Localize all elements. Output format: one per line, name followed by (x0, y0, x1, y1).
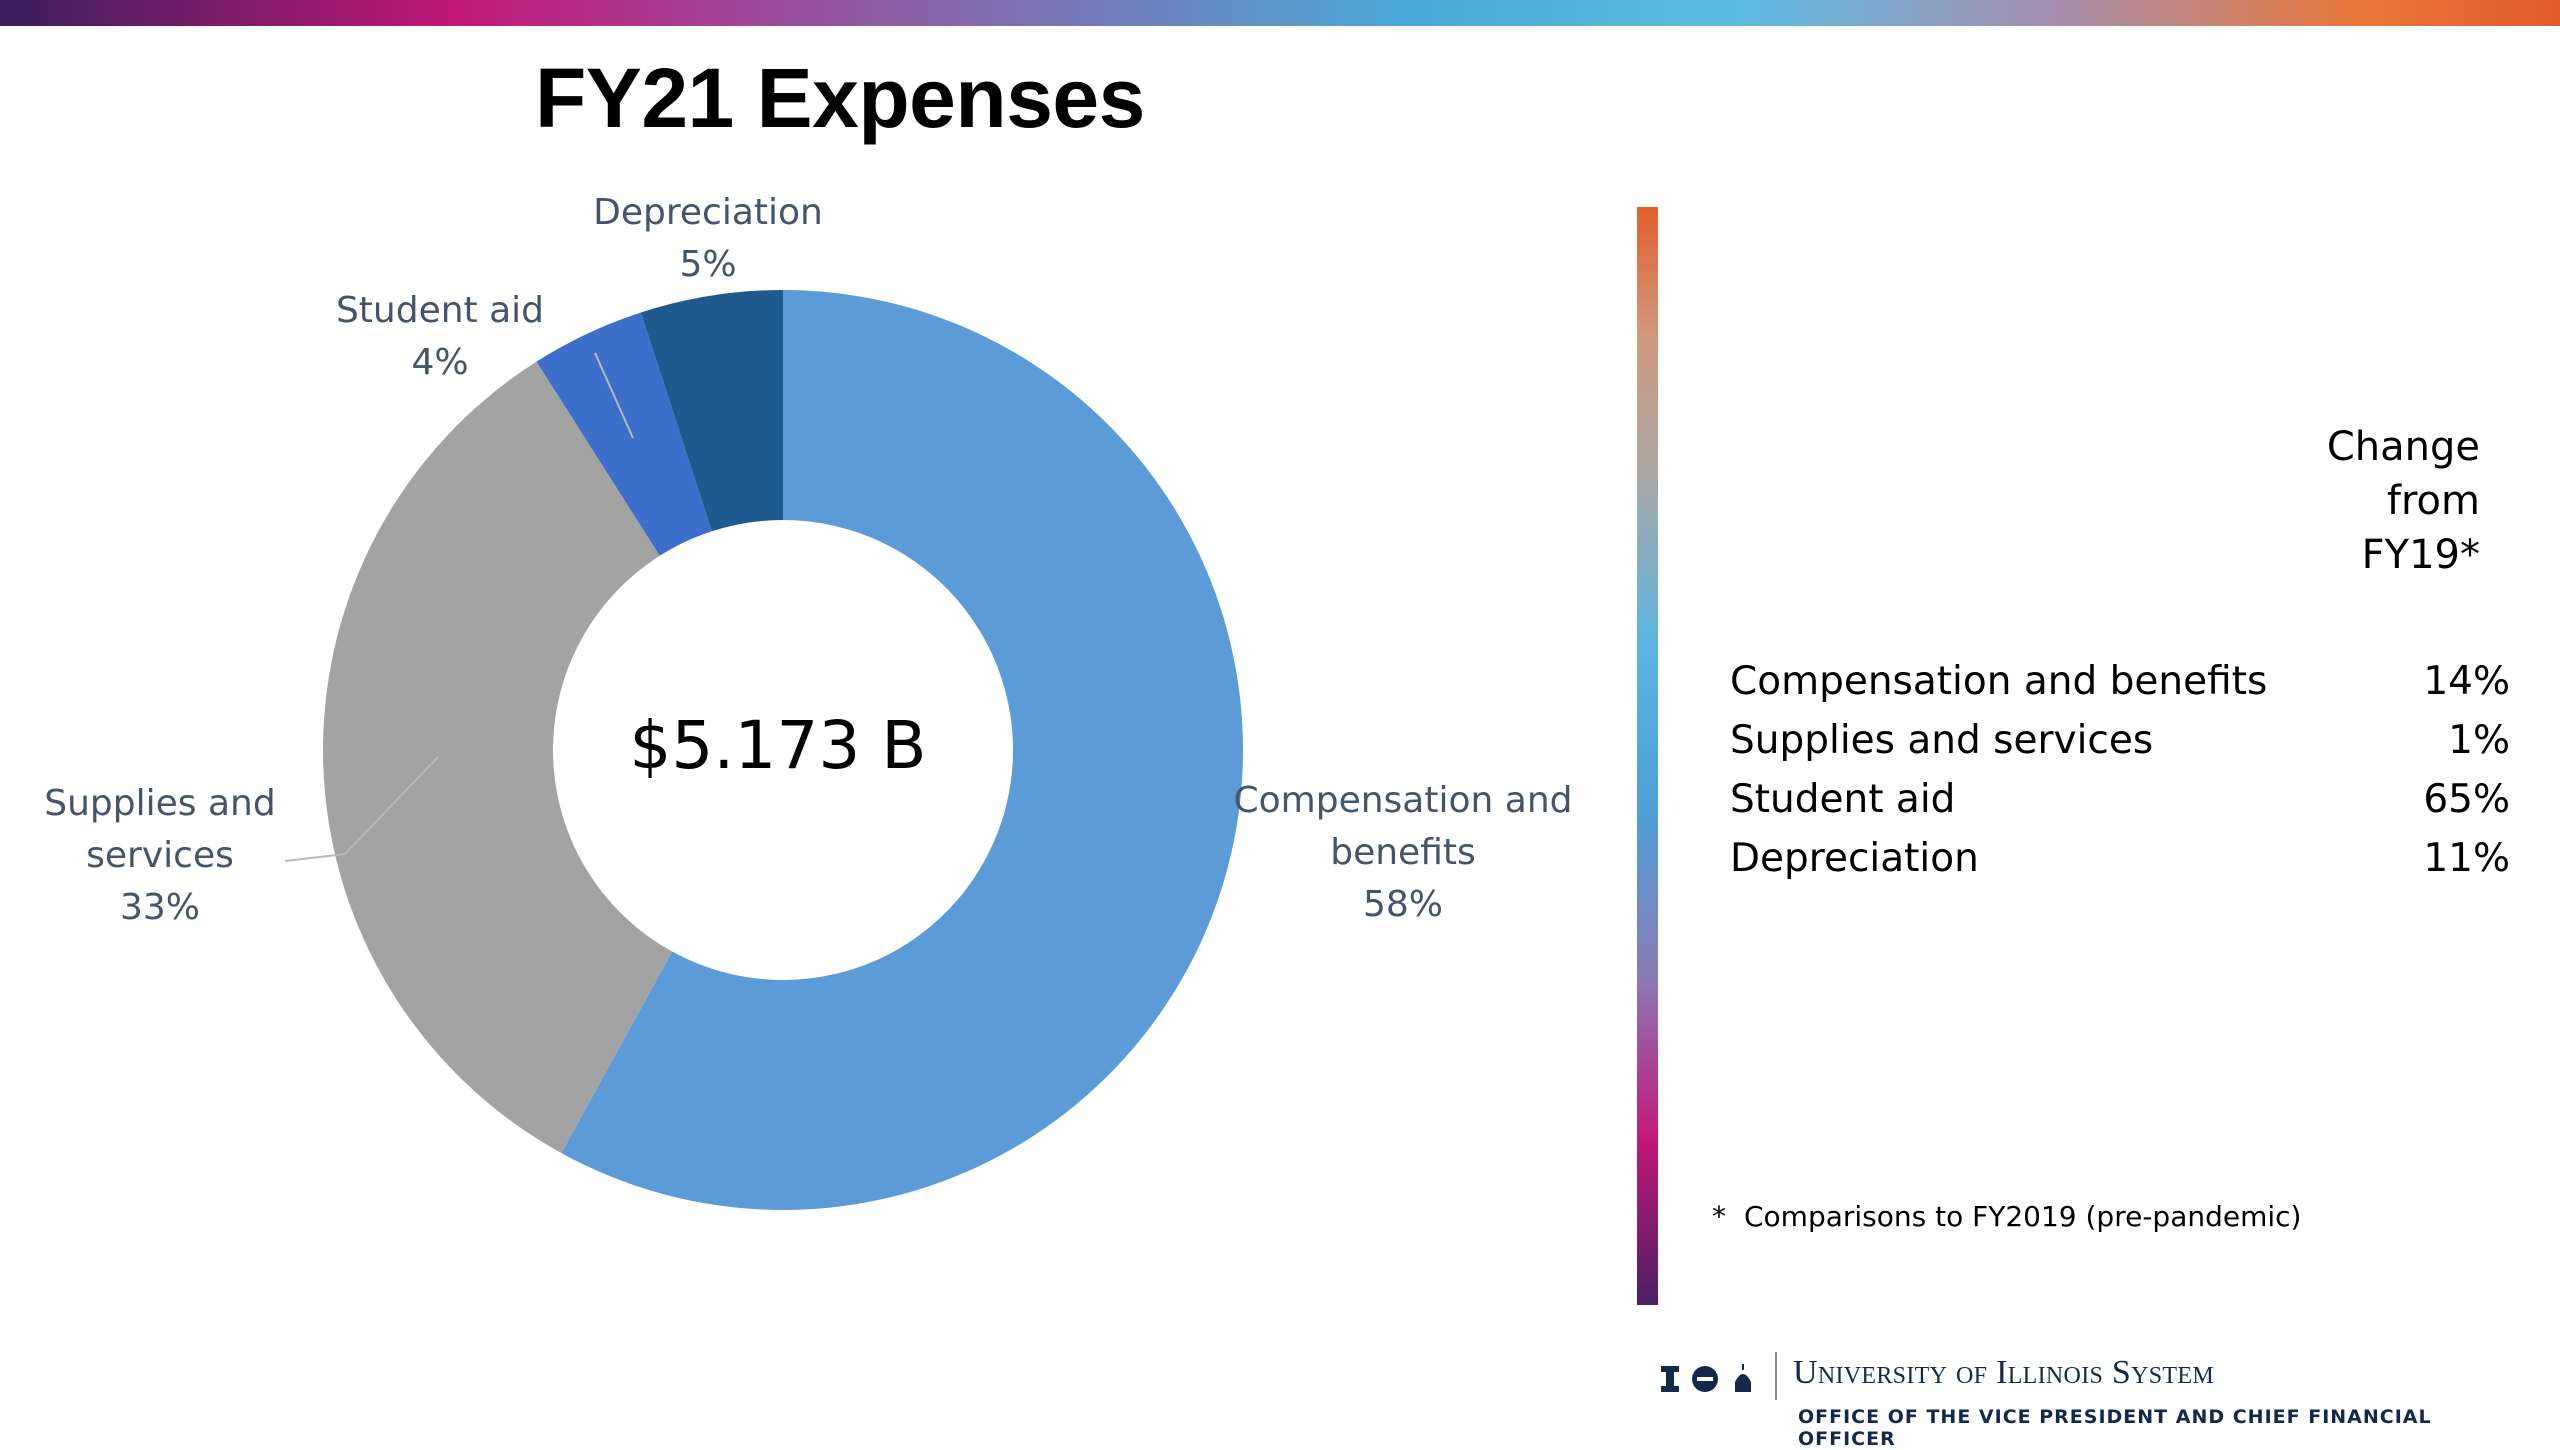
change-row-label: Compensation and benefits (1730, 659, 2268, 704)
uic-circle-icon (1692, 1366, 1718, 1392)
slice-category-label: Supplies and (44, 783, 275, 824)
slice-value-label: 4% (411, 342, 468, 383)
change-row-label: Supplies and services (1730, 718, 2154, 763)
office-name: OFFICE OF THE VICE PRESIDENT AND CHIEF F… (1798, 1406, 2432, 1450)
slice-value-label: 58% (1363, 884, 1443, 925)
slice-category-label: Depreciation (593, 192, 823, 233)
donut-center-label: $5.173 B (629, 707, 926, 784)
change-row-value: 11% (2423, 836, 2510, 881)
change-row: Student aid 65% (1730, 770, 2510, 829)
change-row-value: 65% (2423, 777, 2510, 822)
change-row-label: Depreciation (1730, 836, 1979, 881)
footnote-marker: * (1712, 1200, 1726, 1233)
university-logo: University of Illinois System OFFICE OF … (1655, 1352, 2535, 1450)
logo-divider (1775, 1352, 1777, 1400)
change-row-value: 1% (2448, 718, 2510, 763)
change-table: Compensation and benefits 14% Supplies a… (1730, 652, 2510, 888)
change-column-header: Change from FY19* (2326, 424, 2480, 578)
change-row: Compensation and benefits 14% (1730, 652, 2510, 711)
leader-line-student-aid (594, 352, 634, 439)
vertical-gradient-bar (1637, 207, 1658, 1305)
change-row: Depreciation 11% (1730, 829, 2510, 888)
slice-category-label: Student aid (336, 290, 544, 331)
top-gradient-band (0, 0, 2560, 26)
donut-slice-depreciation (640, 290, 783, 532)
donut-slice-supplies-and-services (323, 361, 673, 1154)
donut-slice-compensation-and-benefits (561, 290, 1243, 1210)
slice-value-label: 5% (679, 244, 736, 285)
slice-category-label: services (86, 835, 234, 876)
block-i-icon (1661, 1366, 1679, 1392)
change-row-label: Student aid (1730, 777, 1956, 822)
change-row: Supplies and services 1% (1730, 711, 2510, 770)
page-title: FY21 Expenses (535, 51, 1145, 145)
university-name: University of Illinois System (1793, 1354, 2214, 1391)
slice-category-label: Compensation and (1234, 780, 1573, 821)
footnote: * Comparisons to FY2019 (pre-pandemic) (1712, 1200, 2301, 1233)
footnote-text: Comparisons to FY2019 (pre-pandemic) (1744, 1200, 2302, 1233)
slice-category-label: benefits (1330, 832, 1476, 873)
donut-slice-student-aid (536, 312, 712, 556)
change-row-value: 14% (2423, 659, 2510, 704)
slice-value-label: 33% (120, 887, 200, 928)
leader-line-supplies (284, 756, 439, 862)
campus-icons (1661, 1364, 1751, 1392)
capitol-dome-icon (1735, 1364, 1751, 1392)
